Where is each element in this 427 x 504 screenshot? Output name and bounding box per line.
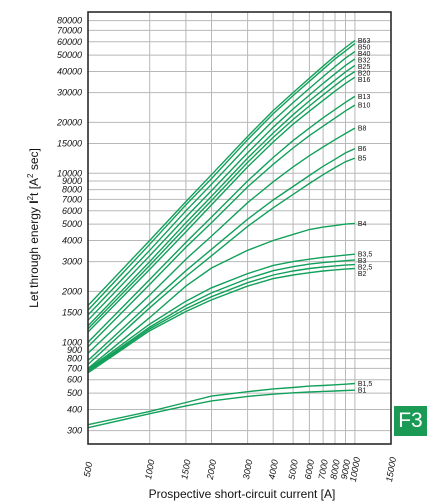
series-label: B13 [358,94,371,101]
series-label: B16 [358,77,371,84]
series-line [87,382,355,426]
y-axis-title-sq: 2 [26,195,35,200]
series-line [87,253,355,371]
y-tick-label: 40000 [57,67,82,77]
series-line [87,222,355,369]
x-tick-label: 15000 [384,456,398,482]
series-label: B63 [358,38,371,45]
x-axis-title: Prospective short-circuit current [A] [149,487,336,501]
x-tick-label: 2000 [205,459,219,481]
y-axis-title-mid: t [A [27,178,41,196]
series-label: B2 [358,271,367,278]
series-label: B3 [358,258,367,265]
y-tick-label: 1000 [62,337,82,347]
y-tick-label: 5000 [62,219,82,229]
y-tick-label: 1500 [62,308,82,318]
series-line [87,147,356,362]
series-label: B8 [358,126,367,133]
y-tick-label: 500 [67,388,82,398]
series-labels: B63B50B40B32B25B20B16B13B10B8B6B5B4B3,5B… [358,38,373,395]
y-tick-label: 300 [67,426,82,436]
series-line [87,95,356,343]
series-line [87,389,355,429]
x-tick-label: 5000 [286,459,299,480]
x-tick-label: 8000 [328,459,341,480]
series-line [87,43,356,311]
series-line [87,39,356,306]
y-axis-title-prefix: Let through energy [27,204,41,308]
y-axis-title-i: I [27,200,41,203]
y-tick-label: 50000 [57,50,82,60]
series-label: B10 [358,103,371,110]
series-label: B1 [358,388,367,395]
y-tick-label: 900 [67,345,82,355]
x-tick-label: 1000 [143,459,156,480]
y-tick-label: 700 [67,363,82,373]
y-tick-label: 15000 [57,139,82,149]
y-tick-label: 10000 [57,168,82,178]
y-tick-label: 20000 [56,117,82,127]
y-tick-label: 400 [67,405,82,415]
curves [87,39,356,429]
section-badge: F3 [394,406,427,436]
series-label: B3,5 [358,252,373,259]
x-tick-label: 3000 [241,459,254,480]
series-line [87,127,356,354]
plot-frame [87,11,392,445]
series-label: B25 [358,64,371,71]
x-tick-label: 6000 [303,459,316,480]
series-line [87,157,356,365]
x-tick-label: 1500 [179,459,192,480]
series-label: B4 [358,221,367,228]
series-line [87,259,355,372]
x-tick-label: 9000 [339,459,352,480]
x-tick-label: 4000 [267,459,280,480]
y-tick-label: 3000 [62,257,82,267]
y-tick-label: 80000 [57,16,82,26]
y-tick-label: 4000 [62,236,82,246]
series-line [87,76,356,333]
series-line [87,104,356,348]
series-line [87,64,356,327]
series-label: B40 [358,51,371,58]
x-tick-label: 10000 [348,456,362,482]
series-label: B2,5 [358,265,373,272]
series-line [87,51,356,316]
y-axis-title: Let through energy I2t [A2 sec] [26,148,41,308]
x-tick-label: 7000 [316,459,329,480]
series-label: B1,5 [358,381,373,388]
y-tick-label: 9000 [62,176,82,186]
x-tick-label: 500 [82,461,94,478]
y-tick-label: 70000 [57,25,82,35]
series-line [87,70,356,330]
y-tick-label: 6000 [62,206,82,216]
y-tick-label: 60000 [57,37,82,47]
y-axis-title-sq2: 2 [26,173,35,178]
y-tick-label: 7000 [62,194,82,204]
y-axis-title-suffix: sec] [27,148,41,173]
series-label: B32 [358,58,371,65]
series-label: B5 [358,156,367,163]
y-tick-label: 30000 [57,88,82,98]
x-tick-labels: 500 1000 1500 2000 3000 4000 5000 6000 700080009… [82,456,398,482]
series-line [87,58,356,321]
series-line [87,267,355,374]
series-label: B50 [358,45,371,52]
series-line [87,263,355,373]
y-tick-label: 8000 [62,185,82,195]
series-label: B6 [358,146,367,153]
y-tick-label: 800 [67,354,82,364]
y-tick-label: 2000 [61,286,82,296]
series-label: B20 [358,71,371,78]
y-tick-label: 600 [67,375,82,385]
